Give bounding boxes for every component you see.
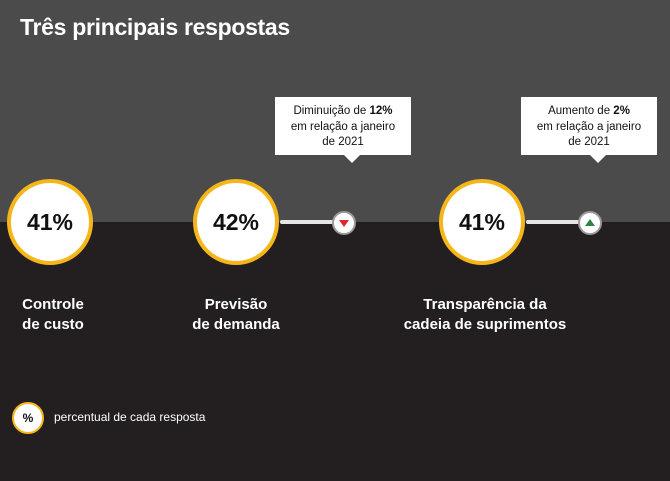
up-triangle-mark <box>585 219 595 226</box>
bottom-background <box>0 222 670 481</box>
callout-decrease-line1: Diminuição de 12% <box>293 105 393 117</box>
up-arrow-icon <box>578 211 602 235</box>
down-triangle-mark <box>339 220 349 227</box>
callout-increase-line2: em relação a janeiro <box>536 120 642 133</box>
category-label-1: Controle de custo <box>22 296 84 333</box>
down-arrow-icon <box>332 211 356 235</box>
value-circle-2: 42% <box>193 179 279 265</box>
callout-decrease-line2: em relação a janeiro <box>290 120 396 133</box>
category-label-3: Transparência da cadeia de suprimentos <box>403 296 567 333</box>
callout-decrease: Diminuição de 12% em relação a janeiro d… <box>275 97 411 163</box>
value-circle-1: 41% <box>7 179 93 265</box>
callout-increase: Aumento de 2% em relação a janeiro de 20… <box>521 97 657 163</box>
connector-line-3 <box>526 220 586 224</box>
callout-increase-line3: de 2021 <box>568 136 610 148</box>
legend-percent-icon: % <box>12 402 44 434</box>
callout-decrease-line3: de 2021 <box>322 136 364 148</box>
connector-line-2 <box>280 220 340 224</box>
legend-text: percentual de cada resposta <box>54 410 206 424</box>
category-label-2: Previsão de demanda <box>192 296 280 333</box>
callout-increase-line1: Aumento de 2% <box>548 105 630 117</box>
chart-title: Três principais respostas <box>20 14 290 40</box>
value-circle-3: 41% <box>439 179 525 265</box>
